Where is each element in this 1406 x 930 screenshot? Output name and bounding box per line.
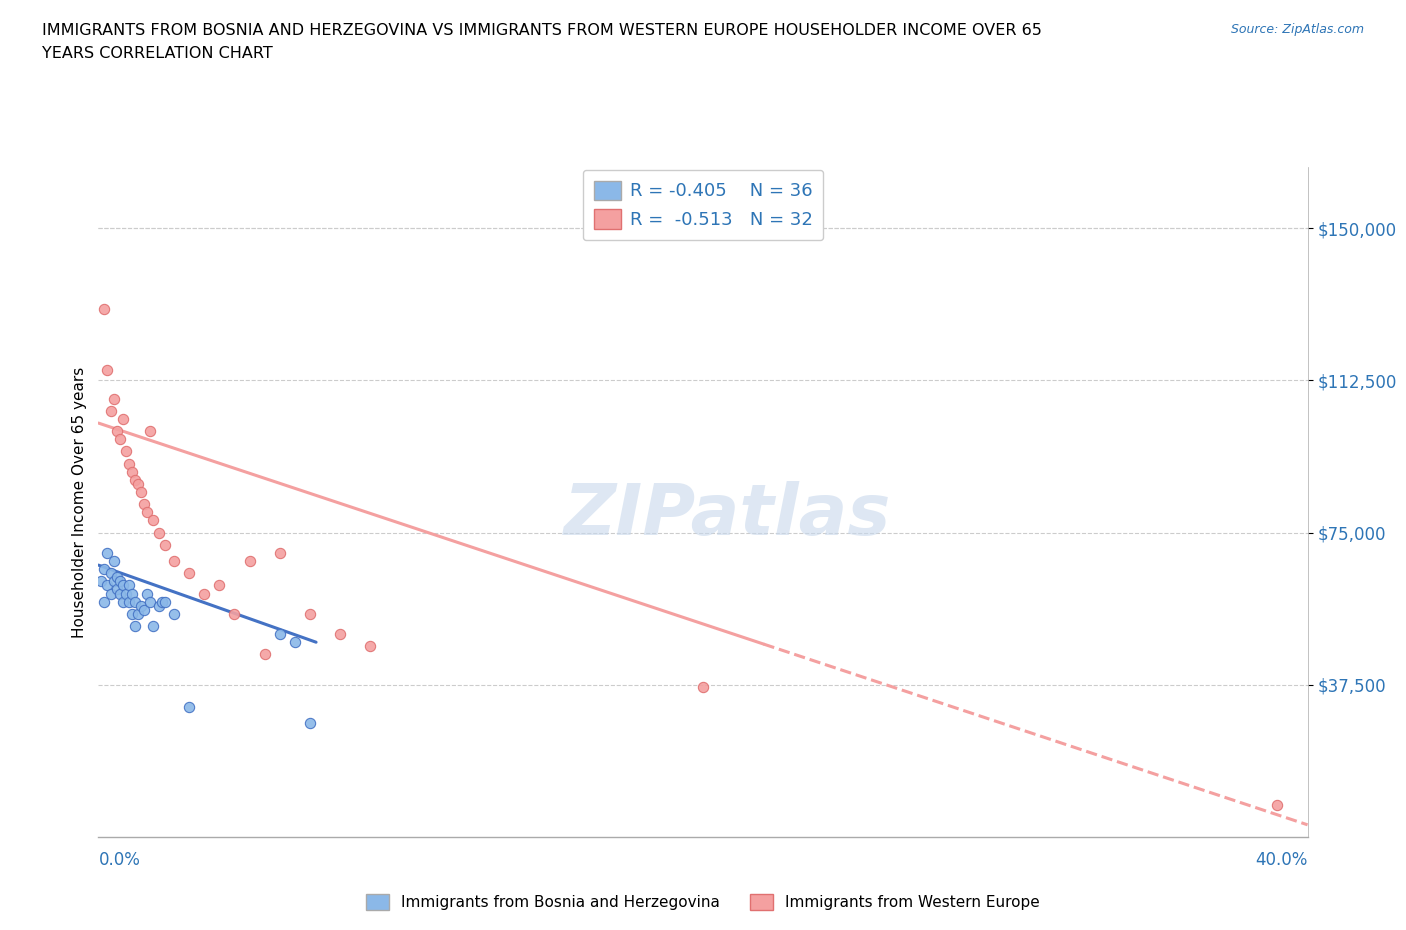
Point xyxy=(269,546,291,561)
Point xyxy=(96,578,118,592)
Point xyxy=(692,680,714,695)
Point xyxy=(129,485,152,499)
Point xyxy=(193,586,215,601)
Point xyxy=(148,525,170,540)
Text: IMMIGRANTS FROM BOSNIA AND HERZEGOVINA VS IMMIGRANTS FROM WESTERN EUROPE HOUSEHO: IMMIGRANTS FROM BOSNIA AND HERZEGOVINA V… xyxy=(42,23,1042,38)
Point xyxy=(114,586,136,601)
Point xyxy=(96,363,118,378)
Point xyxy=(329,627,352,642)
Point xyxy=(135,505,157,520)
Point xyxy=(111,578,134,592)
Text: Source: ZipAtlas.com: Source: ZipAtlas.com xyxy=(1230,23,1364,36)
Point xyxy=(105,582,128,597)
Point xyxy=(121,586,143,601)
Y-axis label: Householder Income Over 65 years: Householder Income Over 65 years xyxy=(72,366,87,638)
Point xyxy=(114,444,136,458)
Point xyxy=(103,574,125,589)
Point xyxy=(163,606,186,621)
Point xyxy=(142,618,165,633)
Point xyxy=(139,424,162,439)
Text: ZIPatlas: ZIPatlas xyxy=(564,481,891,550)
Point xyxy=(96,546,118,561)
Point xyxy=(177,699,201,714)
Point xyxy=(124,472,146,487)
Point xyxy=(90,574,112,589)
Point xyxy=(132,497,155,512)
Point xyxy=(118,578,141,592)
Point xyxy=(124,594,146,609)
Point xyxy=(132,603,155,618)
Point xyxy=(124,618,146,633)
Point xyxy=(299,606,322,621)
Point xyxy=(208,578,231,592)
Point xyxy=(121,606,143,621)
Point xyxy=(129,598,152,613)
Point xyxy=(108,432,131,446)
Point xyxy=(142,513,165,528)
Point xyxy=(108,586,131,601)
Point xyxy=(269,627,291,642)
Point xyxy=(163,553,186,568)
Point xyxy=(360,639,382,654)
Point xyxy=(111,412,134,427)
Point xyxy=(177,565,201,580)
Point xyxy=(93,302,115,317)
Point xyxy=(118,594,141,609)
Point xyxy=(153,594,176,609)
Point xyxy=(100,586,122,601)
Point xyxy=(299,716,322,731)
Point xyxy=(150,594,173,609)
Point xyxy=(121,464,143,479)
Point xyxy=(100,565,122,580)
Text: 40.0%: 40.0% xyxy=(1256,851,1308,869)
Point xyxy=(127,476,149,491)
Text: YEARS CORRELATION CHART: YEARS CORRELATION CHART xyxy=(42,46,273,61)
Point xyxy=(100,404,122,418)
Point xyxy=(135,586,157,601)
Point xyxy=(148,598,170,613)
Point xyxy=(253,647,276,662)
Point xyxy=(127,606,149,621)
Point xyxy=(153,538,176,552)
Point xyxy=(103,553,125,568)
Point xyxy=(105,424,128,439)
Point xyxy=(1265,797,1288,812)
Point xyxy=(284,635,307,650)
Point xyxy=(103,392,125,406)
Point xyxy=(118,457,141,472)
Legend: Immigrants from Bosnia and Herzegovina, Immigrants from Western Europe: Immigrants from Bosnia and Herzegovina, … xyxy=(360,888,1046,916)
Point xyxy=(139,594,162,609)
Point xyxy=(111,594,134,609)
Point xyxy=(108,574,131,589)
Point xyxy=(239,553,262,568)
Point xyxy=(93,594,115,609)
Point xyxy=(105,570,128,585)
Point xyxy=(224,606,246,621)
Point xyxy=(93,562,115,577)
Text: 0.0%: 0.0% xyxy=(98,851,141,869)
